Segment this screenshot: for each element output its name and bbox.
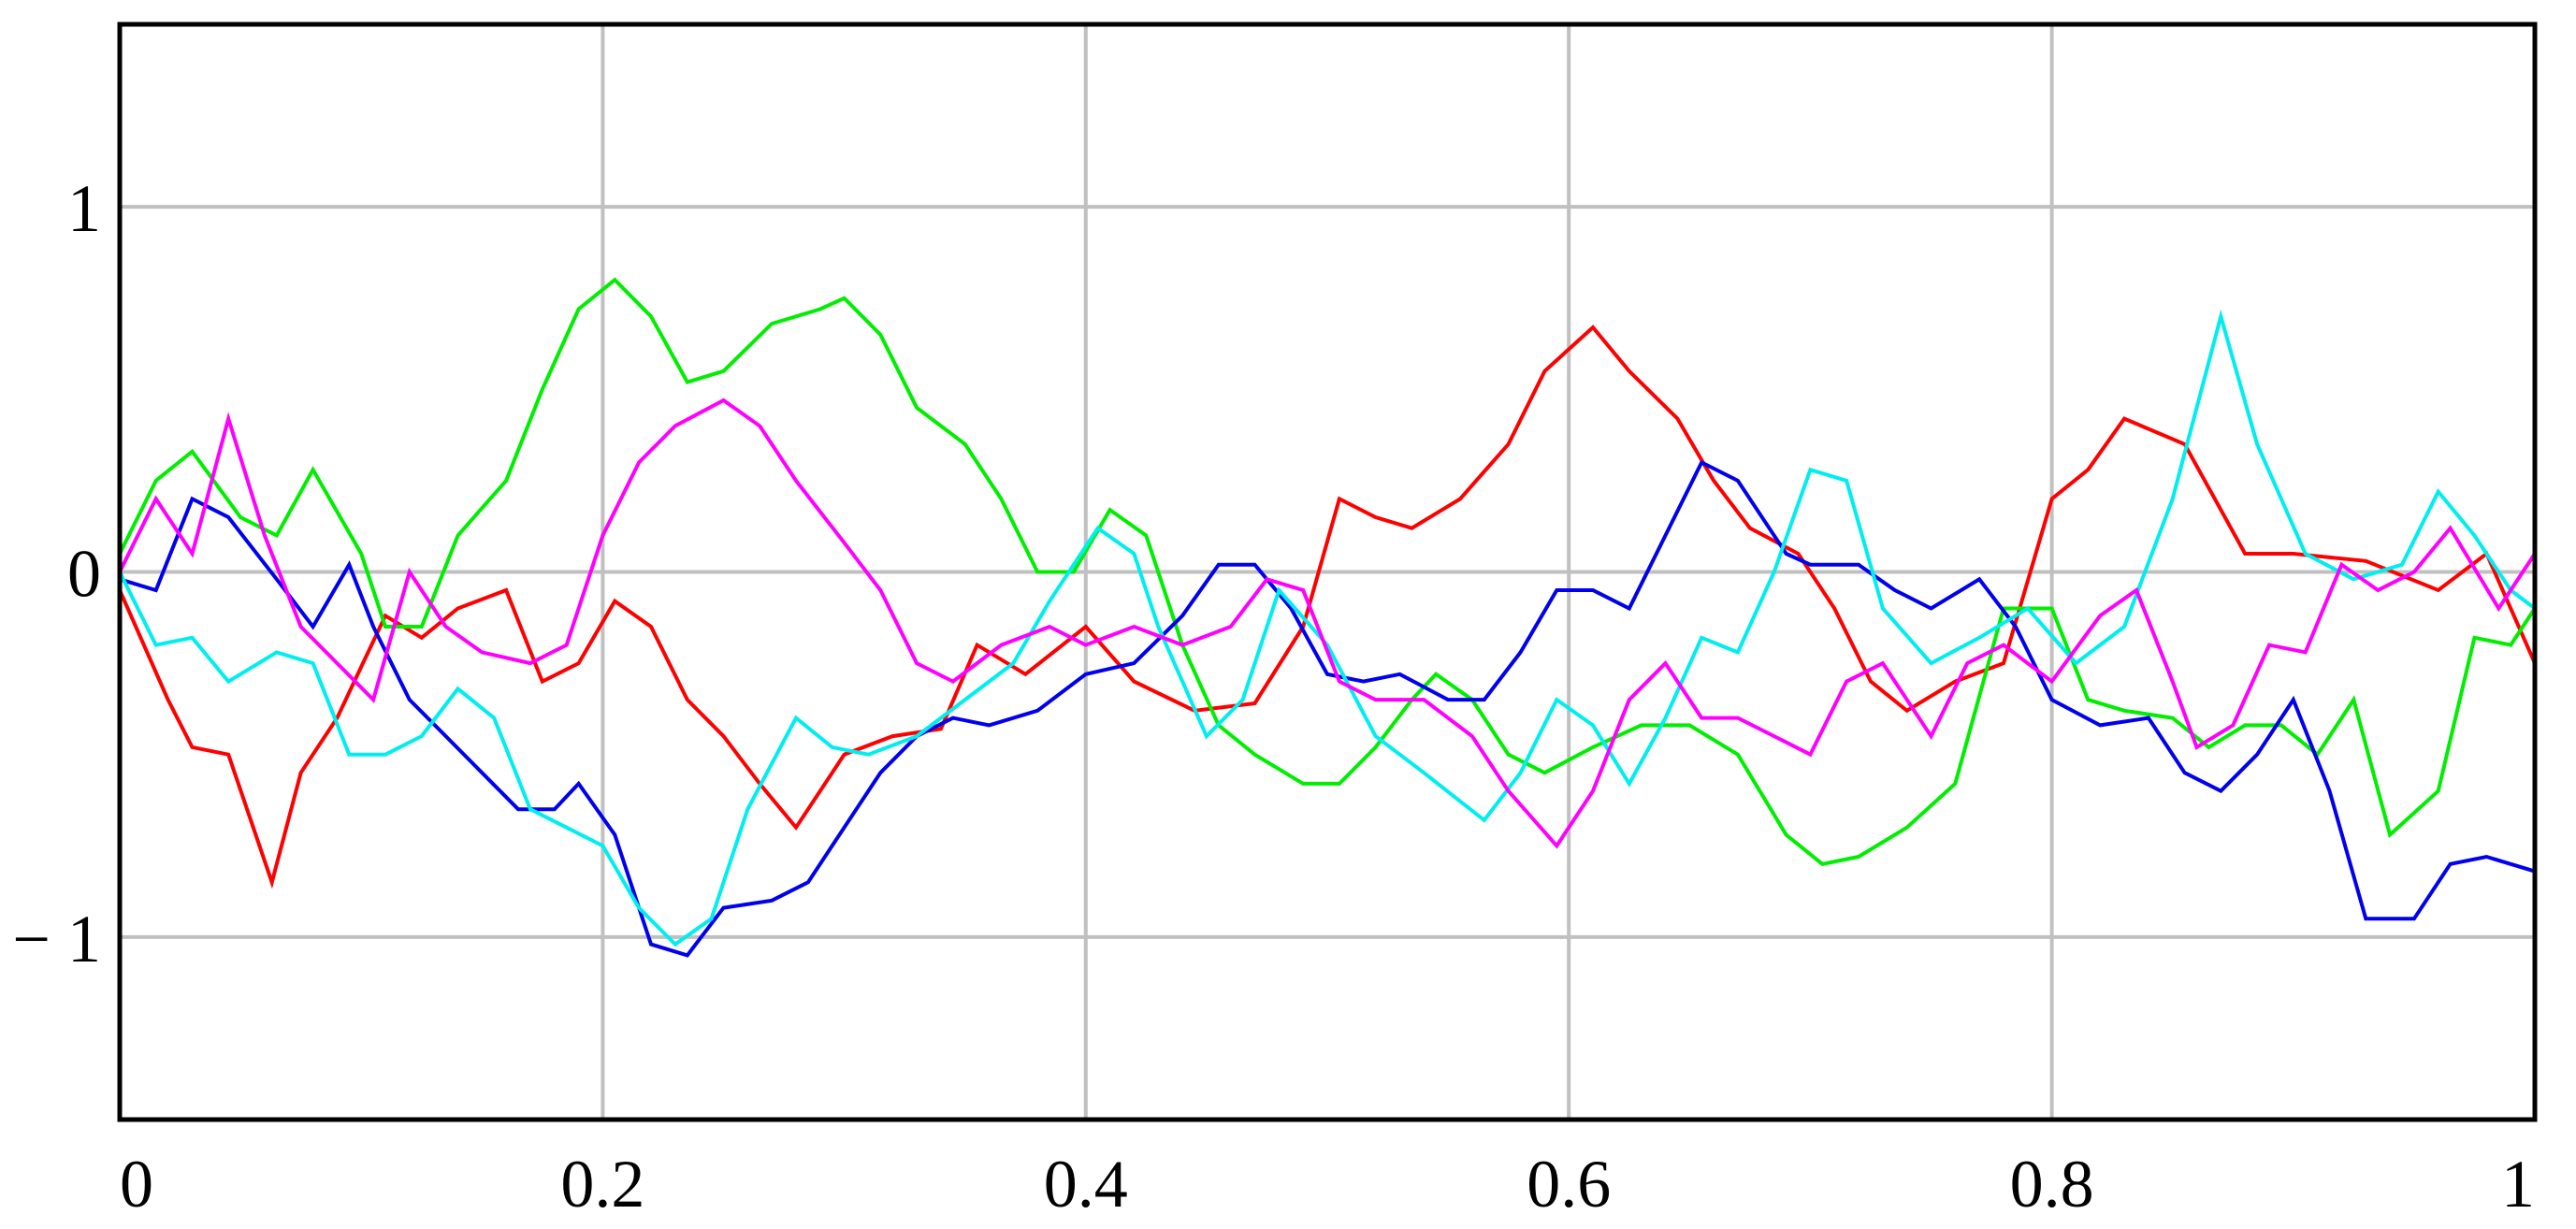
series-line-4 [118, 309, 2537, 947]
x-tick-label: 1 [2501, 1147, 2535, 1222]
y-tick-label: − 1 [12, 902, 101, 976]
x-tick-label: 0 [120, 1147, 153, 1222]
x-tick-label: 0.8 [2010, 1147, 2094, 1222]
tick-label-layer: 0 0.2 0.4 0.6 0.8 1 − 1 0 1 [12, 171, 2535, 1222]
y-tick-label: 1 [67, 171, 101, 246]
series-line-1 [118, 325, 2537, 889]
series-line-2 [118, 277, 2537, 866]
y-tick-label: 0 [67, 537, 101, 612]
grid-layer [120, 24, 2535, 1120]
x-tick-label: 0.6 [1527, 1147, 1611, 1222]
x-tick-label: 0.4 [1044, 1147, 1128, 1222]
series-line-3 [119, 459, 2536, 958]
series-layer [118, 277, 2537, 958]
series-line-5 [118, 398, 2537, 849]
x-tick-label: 0.2 [560, 1147, 644, 1222]
plot-frame [117, 22, 2538, 1122]
